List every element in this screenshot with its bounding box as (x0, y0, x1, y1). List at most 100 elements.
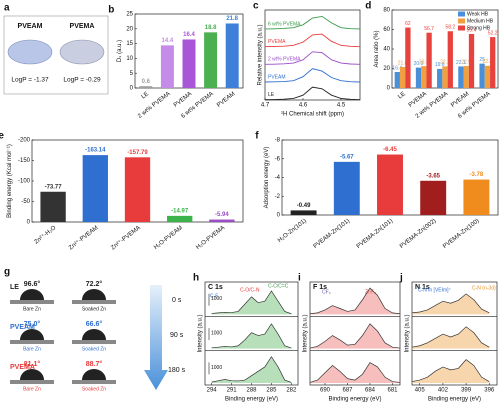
droplet (20, 329, 44, 340)
panel-label: c (253, 1, 259, 12)
series-label: PVEMA (268, 39, 286, 45)
droplet (20, 289, 44, 300)
bar (479, 63, 485, 88)
x-tick-label: 396 (484, 388, 495, 394)
x-tick-label: Zn²⁺-H₂O (33, 224, 58, 245)
x-tick-label: 405 (415, 388, 426, 394)
panel-label: h (193, 273, 199, 284)
spectrum-line (309, 362, 401, 383)
bar (463, 66, 469, 88)
time-arrow: 0 s 90 s 180 s (144, 285, 186, 390)
spectrum-line (264, 51, 361, 65)
spectrum-line (264, 33, 361, 48)
legend-label: Strong HB (467, 25, 491, 31)
spectrum-line (211, 323, 292, 349)
electrolyte-name: PVEMA (10, 364, 35, 371)
spectrum-area (412, 293, 490, 315)
value-label: 55.4 (467, 27, 477, 33)
series-label: 6 wt% PVEMA (268, 21, 301, 27)
series-label: LE (268, 92, 275, 98)
value-label: -0.49 (297, 203, 311, 209)
panel-a: a PVEAM PVEMA LogP = -1.37 LogP = -0.29 (3, 3, 109, 95)
x-axis-label: Binding energy (eV) (225, 397, 278, 403)
panel-label: a (4, 3, 10, 14)
panel-label: e (0, 131, 4, 142)
bar (458, 66, 464, 88)
bar (442, 66, 448, 88)
y-tick-label: 0 (277, 213, 281, 219)
panel-label: b (108, 5, 114, 16)
series-label: PVEAM (268, 74, 286, 80)
value-label: 20.9 (414, 61, 424, 67)
y-axis-label: Intensity (a.u.) (198, 314, 204, 352)
x-tick-label: 399 (461, 388, 472, 394)
molecule-surface (59, 39, 105, 65)
y-tick-label: -150 (18, 158, 31, 164)
plot-frame (309, 281, 401, 386)
spectrum-line (264, 15, 361, 30)
value-label: 0.6 (142, 79, 151, 85)
bar (437, 68, 443, 88)
bar (421, 66, 427, 88)
spectrum-line (211, 356, 292, 383)
bar (225, 23, 239, 88)
bar (484, 65, 491, 88)
legend-swatch (458, 18, 465, 24)
plot-frame (264, 9, 361, 101)
zn-substrate (10, 340, 54, 344)
y-tick-label: -6 (275, 156, 281, 162)
value-label: -157.79 (127, 150, 148, 156)
zn-substrate (72, 300, 116, 304)
bar (447, 31, 453, 89)
panel-title: F 1s (313, 284, 327, 291)
bar (182, 39, 196, 88)
contact-angle: 88.7° (86, 360, 103, 368)
x-tick-label: PVEAM-Zn(101) (313, 218, 351, 250)
contact-angle: 75.0° (24, 320, 41, 328)
y-tick-label: 0 (387, 86, 391, 92)
value-label: -3.65 (426, 173, 440, 179)
bar (204, 32, 218, 88)
peak-annotation: C-N (n-3d) (472, 285, 496, 291)
value-label: -5.67 (340, 154, 354, 160)
value-label: 52.2 (488, 30, 498, 36)
x-tick-label: PVEMA-Zn(100) (442, 218, 480, 250)
bar (415, 67, 422, 88)
spectrum-area (310, 288, 400, 315)
value-label: -73.77 (45, 184, 63, 190)
arrow (144, 285, 168, 390)
spectrum-line (411, 359, 490, 382)
value-label: 18.8 (205, 25, 217, 31)
spectrum-area (412, 326, 490, 349)
spectrum-area (310, 323, 400, 349)
substrate-label: Soaked Zn (82, 346, 106, 352)
y-tick-label: 5 (130, 71, 134, 77)
logp: LogP = -1.37 (11, 77, 49, 84)
value-label: 62 (405, 21, 411, 27)
spectrum-area (211, 290, 292, 315)
electrolyte-name: LE (10, 284, 19, 291)
peak-annotation: C-F (210, 293, 218, 299)
x-tick-label: PVEMA (173, 91, 193, 109)
y-axis-label: Intensity (a.u.) (405, 314, 411, 352)
time-label: 90 s (170, 332, 184, 339)
molecule-name: PVEMA (70, 23, 95, 30)
droplet (82, 369, 106, 380)
contact-angle: 72.2° (86, 280, 103, 288)
bar (139, 86, 153, 88)
x-tick-label: 681 (387, 388, 398, 394)
y-axis-label: Relative intensity (a.u.) (258, 24, 264, 85)
peak-annotation: C-C/C=C (268, 283, 289, 289)
value-label: 22.2 (440, 60, 450, 66)
bar (377, 154, 403, 215)
contact-angle: 81.1° (24, 360, 41, 368)
bar (405, 27, 411, 88)
x-tick-label: 291 (227, 388, 238, 394)
bar (124, 157, 151, 222)
y-tick-label: -8 (275, 138, 281, 144)
bar (468, 33, 475, 88)
panel-g: g 96.6° Bare Zn 75.0° Bare Zn 81.1° Bare Zn 72… (4, 267, 116, 392)
x-tick-label: Zn²⁺-PVEMA (110, 224, 142, 251)
x-tick-label: 294 (207, 388, 218, 394)
substrate-label: Bare Zn (23, 306, 41, 312)
